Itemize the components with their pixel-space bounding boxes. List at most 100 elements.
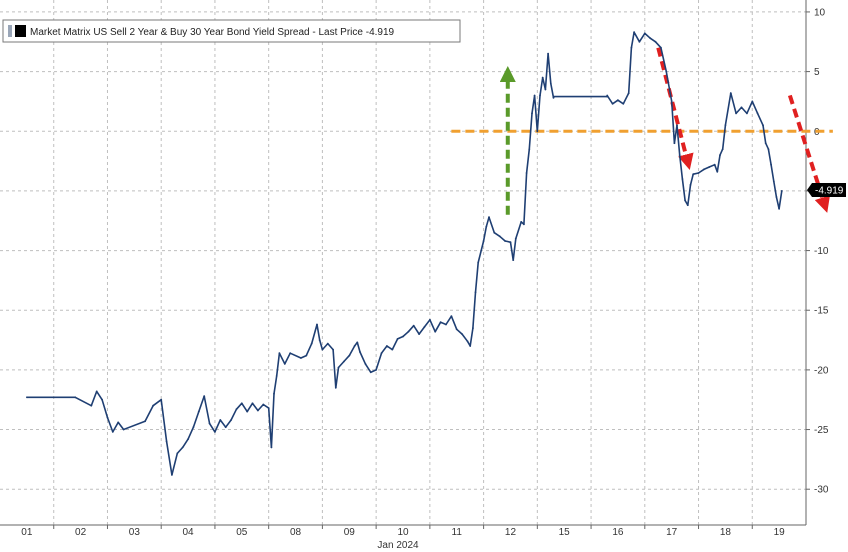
series-point <box>520 221 523 223</box>
x-tick-label: 18 <box>720 527 732 538</box>
series-point <box>230 419 233 421</box>
series-point <box>192 426 195 429</box>
series-point <box>375 369 377 371</box>
series-point <box>708 166 711 168</box>
series-point <box>283 363 286 365</box>
series-point <box>686 204 689 207</box>
y-tick-label: -20 <box>814 365 829 376</box>
series-point <box>498 235 501 238</box>
legend-swatch <box>8 25 12 37</box>
series-point <box>678 154 681 157</box>
series-point <box>359 351 361 353</box>
series-point <box>90 404 93 407</box>
x-tick-label: 17 <box>666 527 678 538</box>
series-point <box>721 148 724 151</box>
x-axis-month-label: Jan 2024 <box>377 540 419 551</box>
series-point <box>251 402 254 405</box>
series-point <box>176 452 179 455</box>
series-point <box>724 124 727 127</box>
series-point <box>477 261 480 264</box>
series-point <box>240 402 243 405</box>
x-tick-label: 09 <box>344 527 356 538</box>
x-tick-label: 08 <box>290 527 302 538</box>
series-point <box>665 70 668 73</box>
series-point <box>434 330 437 333</box>
series-point <box>270 446 273 449</box>
series-point <box>122 428 125 431</box>
series-point <box>606 94 609 97</box>
y-tick-label: -10 <box>814 246 829 257</box>
series-point <box>735 112 737 115</box>
x-tick-label: 02 <box>75 527 87 538</box>
x-tick-label: 19 <box>774 527 786 538</box>
x-tick-label: 16 <box>612 527 624 538</box>
series-point <box>337 366 340 369</box>
series-point <box>219 419 222 421</box>
series-point <box>539 94 541 97</box>
series-point <box>504 240 506 242</box>
series-point <box>547 52 549 55</box>
series-point <box>670 100 673 103</box>
series-point <box>643 32 646 35</box>
series-point <box>716 170 719 173</box>
series-point <box>681 178 684 180</box>
x-tick-label: 05 <box>236 527 248 538</box>
series-point <box>523 223 525 226</box>
series-point <box>654 40 657 43</box>
y-tick-label: -30 <box>814 485 829 496</box>
series-point <box>525 172 528 174</box>
series-point <box>439 321 442 324</box>
series-point <box>318 339 321 341</box>
x-tick-label: 12 <box>505 527 517 538</box>
series-point <box>187 438 190 440</box>
y-tick-label: 10 <box>814 7 826 18</box>
series-point <box>469 345 472 347</box>
series-point <box>533 94 536 97</box>
series-point <box>544 88 547 91</box>
series-point <box>321 348 324 351</box>
last-price-marker: -4.919 <box>807 182 846 197</box>
series-point <box>326 342 329 345</box>
series-point <box>386 345 388 347</box>
series-point <box>391 348 394 351</box>
series-point <box>106 416 109 419</box>
series-point <box>334 386 337 389</box>
series-point <box>703 168 705 171</box>
series-point <box>267 407 270 409</box>
series-point <box>181 446 184 449</box>
series-point <box>197 410 200 413</box>
last-price-tag <box>807 182 846 197</box>
x-tick-label: 04 <box>183 527 195 538</box>
legend-series-marker <box>15 25 26 37</box>
series-point <box>466 340 469 343</box>
series-point <box>622 102 625 105</box>
series-point <box>208 422 211 425</box>
horizontal-gridlines <box>0 11 806 490</box>
series-point <box>348 354 351 357</box>
series-point <box>536 130 539 133</box>
series-point <box>772 180 775 183</box>
series-point <box>762 124 764 127</box>
x-tick-label: 11 <box>452 527 463 538</box>
series-point <box>719 154 721 157</box>
series-point <box>152 404 155 407</box>
y-tick-label: -15 <box>814 306 829 317</box>
last-price-label: -4.919 <box>815 185 844 196</box>
series-point <box>472 327 474 329</box>
series-point <box>673 142 676 145</box>
series-point <box>418 333 420 335</box>
series-point <box>450 315 453 318</box>
series-point <box>396 338 399 340</box>
series-point <box>488 216 490 219</box>
series-point <box>713 163 716 166</box>
series-point <box>474 291 477 294</box>
series-point <box>402 335 404 338</box>
series-point <box>316 323 318 326</box>
series-point <box>412 324 415 327</box>
series-point <box>638 40 641 43</box>
series-point <box>751 100 754 103</box>
series-point <box>273 392 275 395</box>
series-point <box>746 112 748 115</box>
series-point <box>262 403 265 406</box>
